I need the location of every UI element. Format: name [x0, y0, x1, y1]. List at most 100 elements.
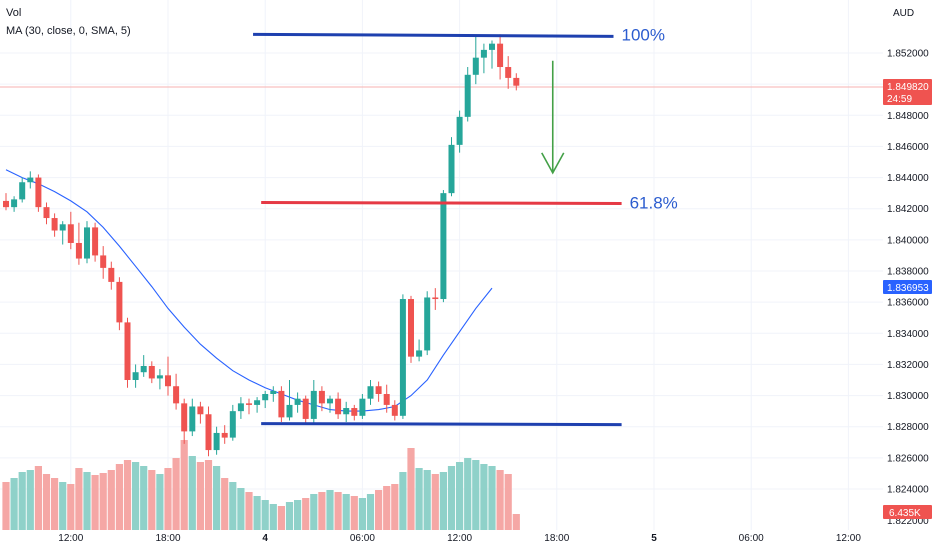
price-tick-13: 1.826000	[887, 453, 929, 464]
candle-body-7	[59, 224, 66, 231]
candle-body-51	[416, 350, 423, 357]
candle-body-6	[51, 218, 58, 231]
legend-volume[interactable]: Vol	[6, 7, 22, 19]
volume-bar-0	[2, 482, 10, 530]
price-axis[interactable]: AUD1.8520001.8500001.8480001.8460001.844…	[883, 0, 932, 550]
candle-body-8	[67, 224, 74, 243]
candle-body-46	[375, 386, 382, 395]
volume-bar-36	[294, 500, 302, 530]
volume-bar-49	[399, 472, 407, 530]
candle-34	[278, 386, 285, 423]
volume-bar-44	[358, 498, 366, 530]
legend-moving-average[interactable]: MA (30, close, 0, SMA, 5)	[6, 25, 131, 37]
candle-32	[262, 390, 269, 409]
volume-bar-4	[34, 466, 42, 530]
candle-9	[75, 222, 82, 265]
volume-bar-63	[512, 514, 520, 530]
candle-48	[391, 400, 398, 421]
candle-45	[367, 380, 374, 405]
candle-33	[270, 386, 277, 402]
price-tick-9: 1.834000	[887, 329, 929, 340]
volume-bar-15	[123, 460, 132, 530]
down-arrow-drawing[interactable]	[541, 60, 565, 175]
volume-bar-59	[480, 464, 488, 530]
candle-body-17	[140, 365, 147, 373]
volume-bar-43	[350, 496, 358, 530]
candle-58	[472, 35, 479, 85]
candle-body-21	[173, 386, 180, 404]
candle-body-50	[408, 299, 414, 357]
candle-43	[351, 404, 358, 421]
volume-bar-57	[464, 458, 472, 530]
candle-body-44	[359, 398, 366, 416]
candle-13	[108, 261, 115, 290]
volume-bar-7	[59, 482, 67, 530]
volume-bar-45	[366, 494, 375, 530]
candle-57	[464, 67, 471, 122]
volume-bar-54	[439, 472, 447, 530]
candle-body-28	[229, 411, 236, 438]
candle-body-16	[132, 372, 139, 380]
candle-61	[497, 34, 504, 80]
last-price-tag-bg	[883, 78, 932, 105]
volume-bar-23	[188, 456, 196, 530]
candle-41	[335, 392, 342, 419]
time-tick-7: 06:00	[739, 533, 764, 544]
candle-body-60	[489, 43, 495, 50]
candle-21	[173, 373, 180, 410]
candle-44	[359, 394, 366, 419]
price-tick-3: 1.846000	[887, 142, 929, 153]
candle-8	[67, 211, 74, 250]
volume-bar-27	[221, 478, 229, 530]
time-axis[interactable]: 12:00 18:00 4 06:00 12:00 18:00 5 06:00 12:00	[0, 530, 883, 550]
drawing-levels[interactable]: 100% 61.8%	[253, 25, 678, 427]
time-axis-bg	[0, 530, 883, 550]
candle-body-27	[221, 432, 228, 438]
price-tick-11: 1.830000	[887, 391, 929, 402]
candle-body-25	[205, 414, 212, 451]
volume-bar-2	[18, 472, 26, 530]
candle-51	[416, 339, 423, 362]
price-tick-2: 1.848000	[887, 111, 929, 122]
candle-body-38	[310, 390, 317, 419]
volume-bar-10	[83, 472, 91, 530]
candle-60	[489, 40, 495, 69]
candle-body-48	[391, 404, 398, 416]
candle-body-49	[399, 299, 406, 416]
candle-body-59	[480, 49, 487, 58]
candle-59	[480, 43, 487, 74]
last-price-tag: 1.849820	[887, 82, 929, 93]
candle-body-0	[3, 200, 9, 208]
candle-body-61	[497, 43, 504, 68]
volume-bar-48	[391, 484, 399, 530]
candle-body-39	[318, 390, 325, 404]
volume-bar-31	[253, 496, 261, 530]
candle-40	[327, 395, 333, 413]
candle-body-13	[108, 267, 115, 282]
volume-bar-12	[99, 473, 107, 530]
volume-bar-33	[269, 504, 277, 530]
volume-bar-1	[10, 478, 18, 530]
candle-body-9	[75, 242, 82, 259]
volume-bar-24	[196, 462, 204, 530]
candle-19	[156, 369, 163, 390]
candle-23	[189, 398, 196, 437]
candle-37	[302, 395, 309, 424]
volume-bar-32	[261, 500, 269, 530]
volume-bar-3	[26, 470, 34, 530]
candle-body-35	[286, 404, 293, 418]
time-tick-0: 12:00	[58, 533, 83, 544]
candle-body-2	[19, 182, 26, 200]
volume-bar-40	[326, 490, 334, 530]
time-tick-6: 5	[651, 533, 657, 544]
price-tick-8: 1.836000	[887, 298, 929, 309]
time-tick-1: 18:00	[155, 533, 180, 544]
volume-bar-62	[504, 474, 512, 530]
volume-bar-60	[488, 466, 496, 530]
candle-26	[213, 426, 220, 455]
level-line-2	[261, 422, 622, 427]
candle-body-11	[92, 227, 99, 256]
volume-bar-26	[213, 466, 221, 530]
moving-average-line	[5, 169, 493, 412]
